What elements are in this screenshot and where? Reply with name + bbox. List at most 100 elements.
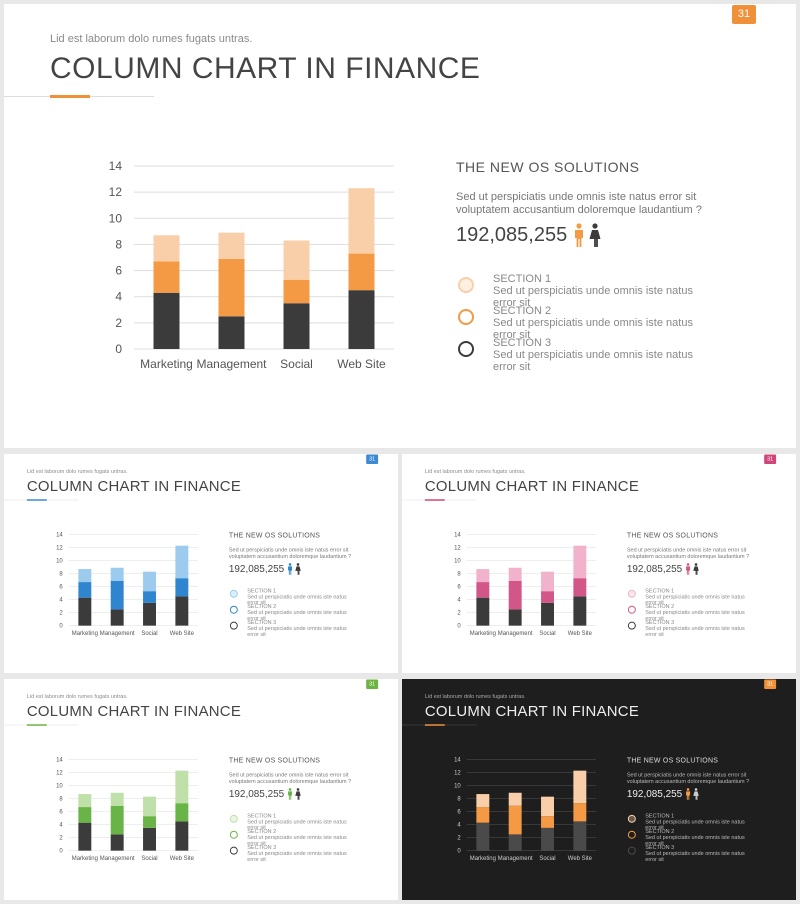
bar-segment bbox=[143, 591, 156, 603]
bar-segment bbox=[110, 834, 124, 851]
figure-value: 192,085,255 bbox=[626, 563, 683, 575]
slide-variant-dark[interactable]: 31 Lid est laborum dolo rumes fugats unt… bbox=[402, 679, 796, 900]
slide-content: 31 Lid est laborum dolo rumes fugats unt… bbox=[4, 679, 398, 900]
title-accent-bar bbox=[26, 724, 47, 726]
y-tick-label: 2 bbox=[115, 316, 122, 330]
bar-segment bbox=[573, 803, 587, 822]
x-tick-label: Web Site bbox=[337, 357, 386, 371]
info-text: Sed ut perspiciatis unde omnis iste natu… bbox=[228, 547, 352, 560]
slide-title: COLUMN CHART IN FINANCE bbox=[50, 52, 481, 85]
figure-row: 192,085,255 bbox=[627, 563, 756, 575]
x-tick-label: Web Site bbox=[568, 856, 593, 862]
info-panel: THE NEW OS SOLUTIONS Sed ut perspiciatis… bbox=[229, 756, 358, 867]
figure-row: 192,085,255 bbox=[456, 223, 716, 247]
bar-segment bbox=[283, 279, 310, 304]
x-tick-label: Web Site bbox=[568, 631, 593, 637]
section-label: SECTION 3 bbox=[493, 337, 552, 349]
x-tick-label: Management bbox=[196, 357, 267, 371]
female-person-icon bbox=[295, 563, 301, 575]
y-tick-label: 2 bbox=[59, 611, 63, 617]
bar-segment bbox=[476, 597, 490, 626]
section-label: SECTION 2 bbox=[645, 828, 675, 835]
bar-segment bbox=[153, 235, 180, 262]
y-tick-label: 12 bbox=[109, 185, 123, 199]
slide-variant-blue[interactable]: 31 Lid est laborum dolo rumes fugats unt… bbox=[4, 454, 398, 673]
section-label: SECTION 2 bbox=[645, 603, 675, 610]
section-label: SECTION 1 bbox=[645, 587, 675, 594]
y-tick-label: 0 bbox=[59, 624, 63, 630]
slide-title: COLUMN CHART IN FINANCE bbox=[26, 702, 242, 720]
section-3-circle-icon bbox=[627, 621, 636, 630]
section-2-circle-icon bbox=[229, 830, 238, 839]
bar-segment bbox=[153, 292, 180, 349]
bar-segment bbox=[283, 303, 310, 349]
section-2-circle-icon bbox=[627, 605, 636, 614]
male-person-icon bbox=[288, 563, 293, 575]
figure-value: 192,085,255 bbox=[456, 223, 568, 246]
bar-segment bbox=[283, 240, 310, 280]
y-tick-label: 4 bbox=[59, 598, 63, 604]
section-text: Sed ut perspiciatis unde omnis iste natu… bbox=[645, 850, 745, 863]
slide-variant-green[interactable]: 31 Lid est laborum dolo rumes fugats unt… bbox=[4, 679, 398, 900]
bar-segment bbox=[153, 261, 180, 293]
section-3-circle-icon bbox=[229, 846, 238, 855]
female-person-icon bbox=[589, 223, 601, 247]
info-panel: THE NEW OS SOLUTIONS Sed ut perspiciatis… bbox=[627, 756, 756, 867]
y-tick-label: 12 bbox=[56, 546, 63, 552]
slide-variant-pink[interactable]: 31 Lid est laborum dolo rumes fugats unt… bbox=[402, 454, 796, 673]
bar-segment bbox=[541, 827, 554, 851]
section-text: Sed ut perspiciatis unde omnis iste natu… bbox=[247, 850, 347, 863]
y-tick-label: 6 bbox=[59, 810, 63, 816]
bar-segment bbox=[78, 597, 92, 626]
bar-segment bbox=[508, 792, 522, 806]
x-tick-label: Web Site bbox=[170, 856, 195, 862]
info-heading: THE NEW OS SOLUTIONS bbox=[626, 756, 719, 765]
section-1-circle-icon bbox=[458, 277, 474, 293]
x-tick-label: Marketing bbox=[72, 856, 98, 862]
section-label: SECTION 1 bbox=[645, 812, 675, 819]
title-accent-bar bbox=[424, 499, 445, 501]
bar-segment bbox=[143, 796, 156, 817]
male-person-icon bbox=[288, 788, 293, 800]
section-3-circle-icon bbox=[627, 846, 636, 855]
section-list: SECTION 1 Sed ut perspiciatis unde omnis … bbox=[229, 813, 358, 868]
page-number-badge: 31 bbox=[366, 454, 379, 464]
y-tick-label: 12 bbox=[454, 546, 461, 552]
y-tick-label: 10 bbox=[56, 559, 63, 565]
figure-value: 192,085,255 bbox=[626, 788, 683, 800]
bar-segment bbox=[78, 794, 92, 808]
y-tick-label: 6 bbox=[457, 810, 461, 816]
bar-segment bbox=[573, 821, 587, 851]
y-tick-label: 2 bbox=[457, 836, 461, 842]
bar-segment bbox=[476, 794, 490, 808]
y-tick-label: 10 bbox=[454, 784, 461, 790]
x-tick-label: Social bbox=[280, 357, 313, 371]
figure-row: 192,085,255 bbox=[627, 788, 756, 800]
bar-segment bbox=[78, 822, 92, 851]
slide-title: COLUMN CHART IN FINANCE bbox=[424, 477, 640, 495]
x-tick-label: Marketing bbox=[470, 631, 496, 637]
section-label: SECTION 2 bbox=[247, 603, 277, 610]
y-tick-label: 4 bbox=[59, 823, 63, 829]
section-3-circle-icon bbox=[229, 621, 238, 630]
y-tick-label: 6 bbox=[59, 585, 63, 591]
bar-segment bbox=[573, 770, 587, 804]
y-tick-label: 12 bbox=[454, 771, 461, 777]
y-tick-label: 14 bbox=[454, 758, 461, 764]
male-person-icon bbox=[575, 223, 584, 247]
section-label: SECTION 1 bbox=[493, 273, 552, 285]
figure-value: 192,085,255 bbox=[228, 788, 285, 800]
slide-main[interactable]: 31 Lid est laborum dolo rumes fugats unt… bbox=[4, 4, 796, 448]
section-label: SECTION 3 bbox=[247, 619, 277, 626]
y-tick-label: 4 bbox=[457, 823, 461, 829]
bar-segment bbox=[175, 803, 189, 822]
info-heading: THE NEW OS SOLUTIONS bbox=[456, 159, 640, 175]
page-number-badge: 31 bbox=[366, 679, 379, 689]
female-person-icon bbox=[693, 788, 699, 800]
bar-segment bbox=[175, 821, 189, 851]
female-person-icon bbox=[295, 788, 301, 800]
info-text: Sed ut perspiciatis unde omnis iste natu… bbox=[228, 772, 352, 785]
section-text: Sed ut perspiciatis unde omnis iste natu… bbox=[493, 349, 693, 373]
slide-content: 31 Lid est laborum dolo rumes fugats unt… bbox=[4, 4, 796, 448]
figure-row: 192,085,255 bbox=[229, 563, 358, 575]
